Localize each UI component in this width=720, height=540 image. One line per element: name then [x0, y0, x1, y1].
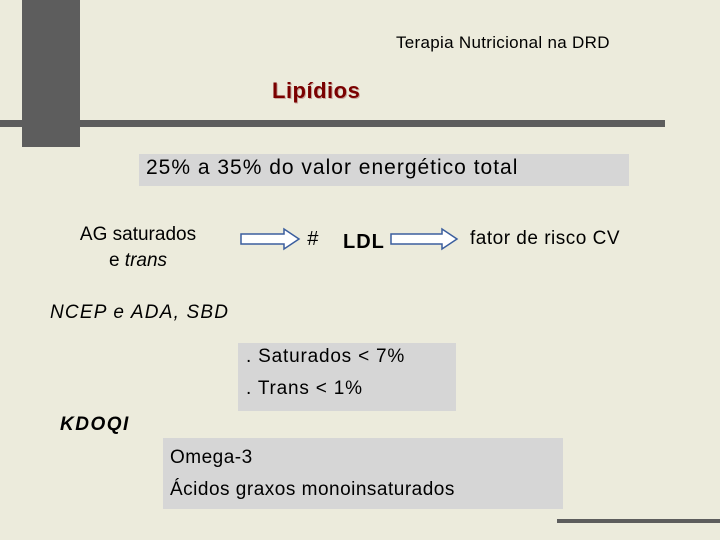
ag-saturated-trans-label: AG saturados e trans [54, 222, 222, 274]
arrow-icon-first [240, 227, 301, 251]
recommendation-omega3: Omega-3 [170, 447, 253, 468]
ncep-ada-sbd-label: NCEP e ADA, SBD [50, 302, 230, 323]
arrow-icon-second [390, 227, 459, 251]
decorative-bottom-line [557, 519, 720, 523]
recommendations-box [163, 438, 563, 509]
section-title: Lipídios [272, 78, 361, 103]
risk-factor-label: fator de risco CV [470, 228, 620, 249]
energy-range-text: 25% a 35% do valor energético total [146, 156, 519, 179]
limits-box [238, 343, 456, 411]
increase-symbol: # [307, 228, 319, 250]
recommendation-mufa: Ácidos graxos monoinsaturados [170, 479, 455, 500]
ag-line2-prefix: e [108, 250, 125, 271]
ldl-label: LDL [343, 231, 385, 253]
header-title: Terapia Nutricional na DRD [396, 33, 610, 52]
bullet-icon: . [246, 378, 258, 399]
bullet-icon: . [246, 346, 259, 367]
ag-line2-trans: trans [124, 250, 168, 271]
ag-line1: AG saturados [79, 224, 197, 245]
limit-item-saturated: . Saturados < 7% [246, 346, 406, 367]
kdoqi-label: KDOQI [60, 414, 130, 435]
limit-item-trans: . Trans < 1% [246, 378, 363, 399]
energy-range-box [139, 154, 629, 186]
decorative-horizontal-bar [0, 120, 665, 127]
ag-line2: e trans [54, 248, 222, 274]
